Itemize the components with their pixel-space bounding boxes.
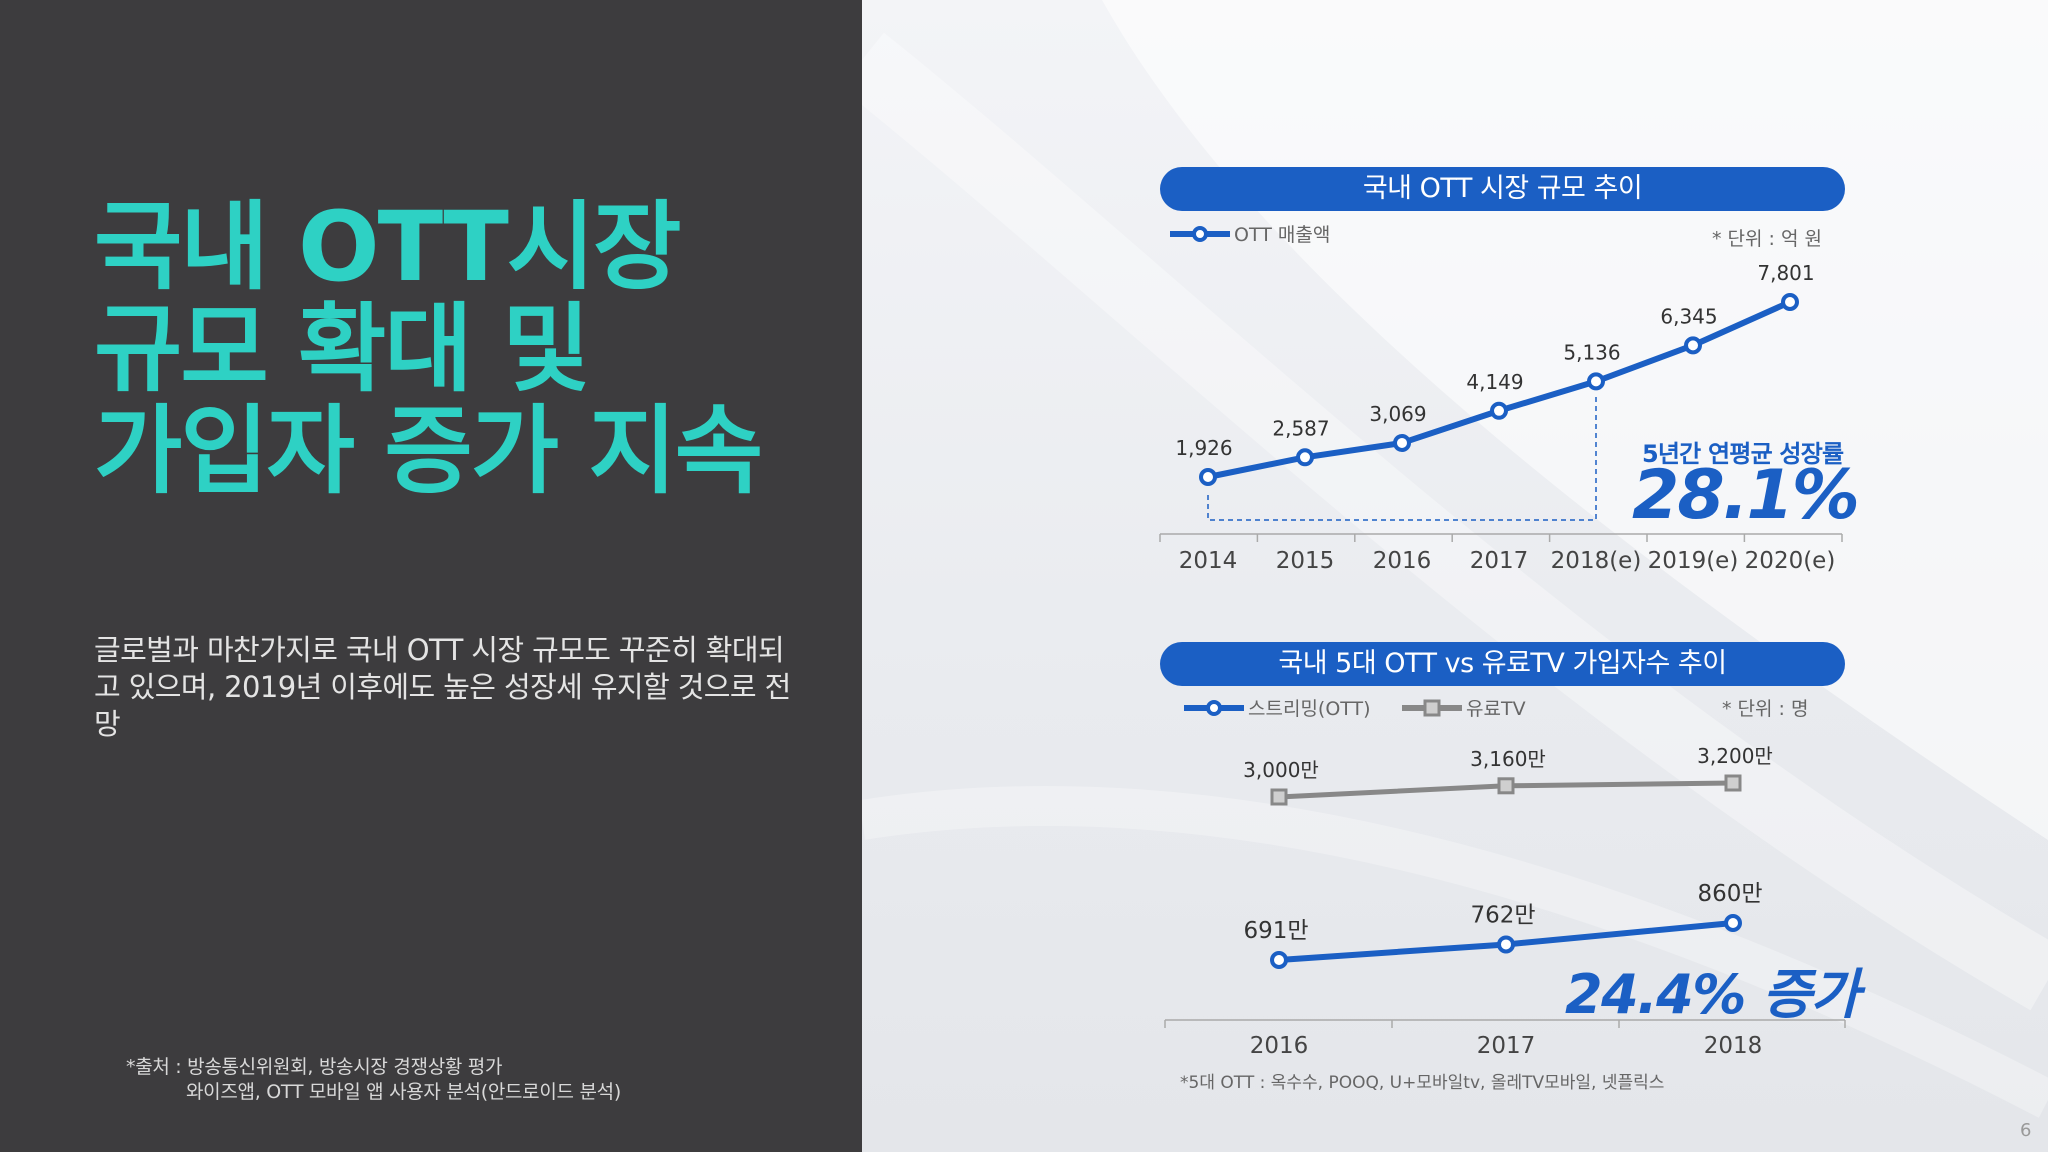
chart2-title: 국내 5대 OTT vs 유료TV 가입자수 추이 — [1160, 642, 1845, 686]
chart2-legend-ott: 스트리밍(OTT) — [1182, 694, 1371, 721]
chart1-data-label: 4,149 — [1466, 370, 1523, 394]
chart1-x-tick-label: 2016 — [1373, 548, 1432, 574]
chart2-ott-label: 860만 — [1697, 881, 1762, 907]
chart1-legend-ott: OTT 매출액 — [1168, 220, 1330, 247]
right-panel — [862, 0, 2048, 1152]
chart1-annotation-label: 5년간 연평균 성장률 — [1642, 440, 1844, 468]
headline-line-2: 규모 확대 및 — [94, 293, 590, 405]
chart2-ott-point — [1270, 951, 1288, 969]
background-swoosh — [862, 0, 2048, 1152]
chart1-title: 국내 OTT 시장 규모 추이 — [1160, 167, 1845, 211]
chart1-data-point — [1684, 336, 1702, 355]
chart1-unit-note: * 단위 : 억 원 — [1712, 228, 1822, 250]
chart2-legend-paytv-label: 유료TV — [1466, 698, 1526, 720]
chart2-paytv-point — [1497, 777, 1515, 795]
chart1-x-tick-label: 2018(e) — [1551, 548, 1642, 574]
chart2-legend-ott-label: 스트리밍(OTT) — [1248, 698, 1371, 720]
chart1-legend-label: OTT 매출액 — [1234, 224, 1331, 246]
left-panel: 국내 OTT시장 규모 확대 및 가입자 증가 지속 글로벌과 마찬가지로 국내… — [0, 0, 862, 1152]
chart1-data-point — [1393, 433, 1411, 452]
chart1-data-point — [1490, 401, 1508, 420]
legend-square-marker-icon — [1402, 699, 1462, 716]
chart2-paytv-label: 3,160만 — [1470, 747, 1546, 771]
page-headline: 국내 OTT시장 규모 확대 및 가입자 증가 지속 — [94, 196, 834, 502]
chart1-data-point — [1199, 468, 1217, 486]
chart2-paytv-label: 3,200만 — [1697, 744, 1773, 768]
chart1-x-tick-label: 2015 — [1276, 548, 1335, 574]
chart2-ott-label: 691만 — [1243, 918, 1308, 944]
chart2-ott-point — [1497, 935, 1515, 954]
chart2-x-tick-label: 2016 — [1250, 1033, 1309, 1059]
chart1-data-label: 3,069 — [1369, 402, 1426, 426]
source-line-1: *출처 : 방송통신위원회, 방송시장 경쟁상황 평가 — [126, 1056, 503, 1078]
chart2-paytv-point — [1724, 774, 1742, 792]
chart2-paytv-label: 3,000만 — [1243, 758, 1319, 782]
chart1-data-point — [1296, 448, 1314, 467]
chart2-legend-paytv: 유료TV — [1400, 694, 1526, 721]
headline-line-3: 가입자 증가 지속 — [94, 395, 763, 507]
summary-text: 글로벌과 마찬가지로 국내 OTT 시장 규모도 꾸준히 확대되고 있으며, 2… — [94, 633, 791, 741]
chart2-annotation-value: 24.4% 증가 — [1565, 963, 1860, 1026]
headline-line-1: 국내 OTT시장 — [94, 191, 681, 303]
chart2-plot: 3,000만 3,160만 3,200만 691만 762만 860만 2016 2017 20… — [1164, 744, 1846, 1059]
legend-line-marker-icon — [1170, 225, 1230, 242]
chart2-paytv-point — [1270, 788, 1288, 806]
chart1-data-label: 7,801 — [1757, 261, 1814, 285]
source-note: *출처 : 방송통신위원회, 방송시장 경쟁상황 평가 와이즈앱, OTT 모바… — [126, 1055, 621, 1105]
chart1-x-tick-label: 2019(e) — [1648, 548, 1739, 574]
chart1-data-label: 1,926 — [1175, 436, 1232, 460]
source-line-2: 와이즈앱, OTT 모바일 앱 사용자 분석(안드로이드 분석) — [186, 1081, 621, 1103]
chart1-x-tick-label: 2017 — [1470, 548, 1529, 574]
chart2-ott-point — [1724, 914, 1742, 932]
chart1-x-tick-label: 2020(e) — [1745, 548, 1836, 574]
chart1-annotation-value: 28.1% — [1632, 456, 1860, 535]
chart1-data-point — [1781, 293, 1799, 311]
page-number: 6 — [2020, 1120, 2032, 1141]
chart2-ott-label: 762만 — [1470, 902, 1535, 928]
chart1-data-label: 6,345 — [1660, 304, 1717, 328]
chart1-data-point — [1587, 372, 1605, 391]
chart2-footnote: *5대 OTT : 옥수수, POOQ, U+모바일tv, 올레TV모바일, 넷… — [1180, 1073, 1665, 1093]
chart2-x-tick-label: 2018 — [1704, 1033, 1763, 1059]
chart1-plot: 1,926 2,587 3,069 4,149 5,136 6,345 7,801 2014 2… — [1159, 261, 1843, 574]
chart1-annotation-bracket — [1207, 393, 1597, 521]
chart2-unit-note: * 단위 : 명 — [1722, 698, 1809, 720]
chart1-data-label: 5,136 — [1563, 340, 1620, 364]
chart1-data-label: 2,587 — [1272, 416, 1329, 440]
chart2-x-tick-label: 2017 — [1477, 1033, 1536, 1059]
legend-line-marker-icon — [1184, 699, 1244, 716]
chart1-x-tick-label: 2014 — [1179, 548, 1238, 574]
